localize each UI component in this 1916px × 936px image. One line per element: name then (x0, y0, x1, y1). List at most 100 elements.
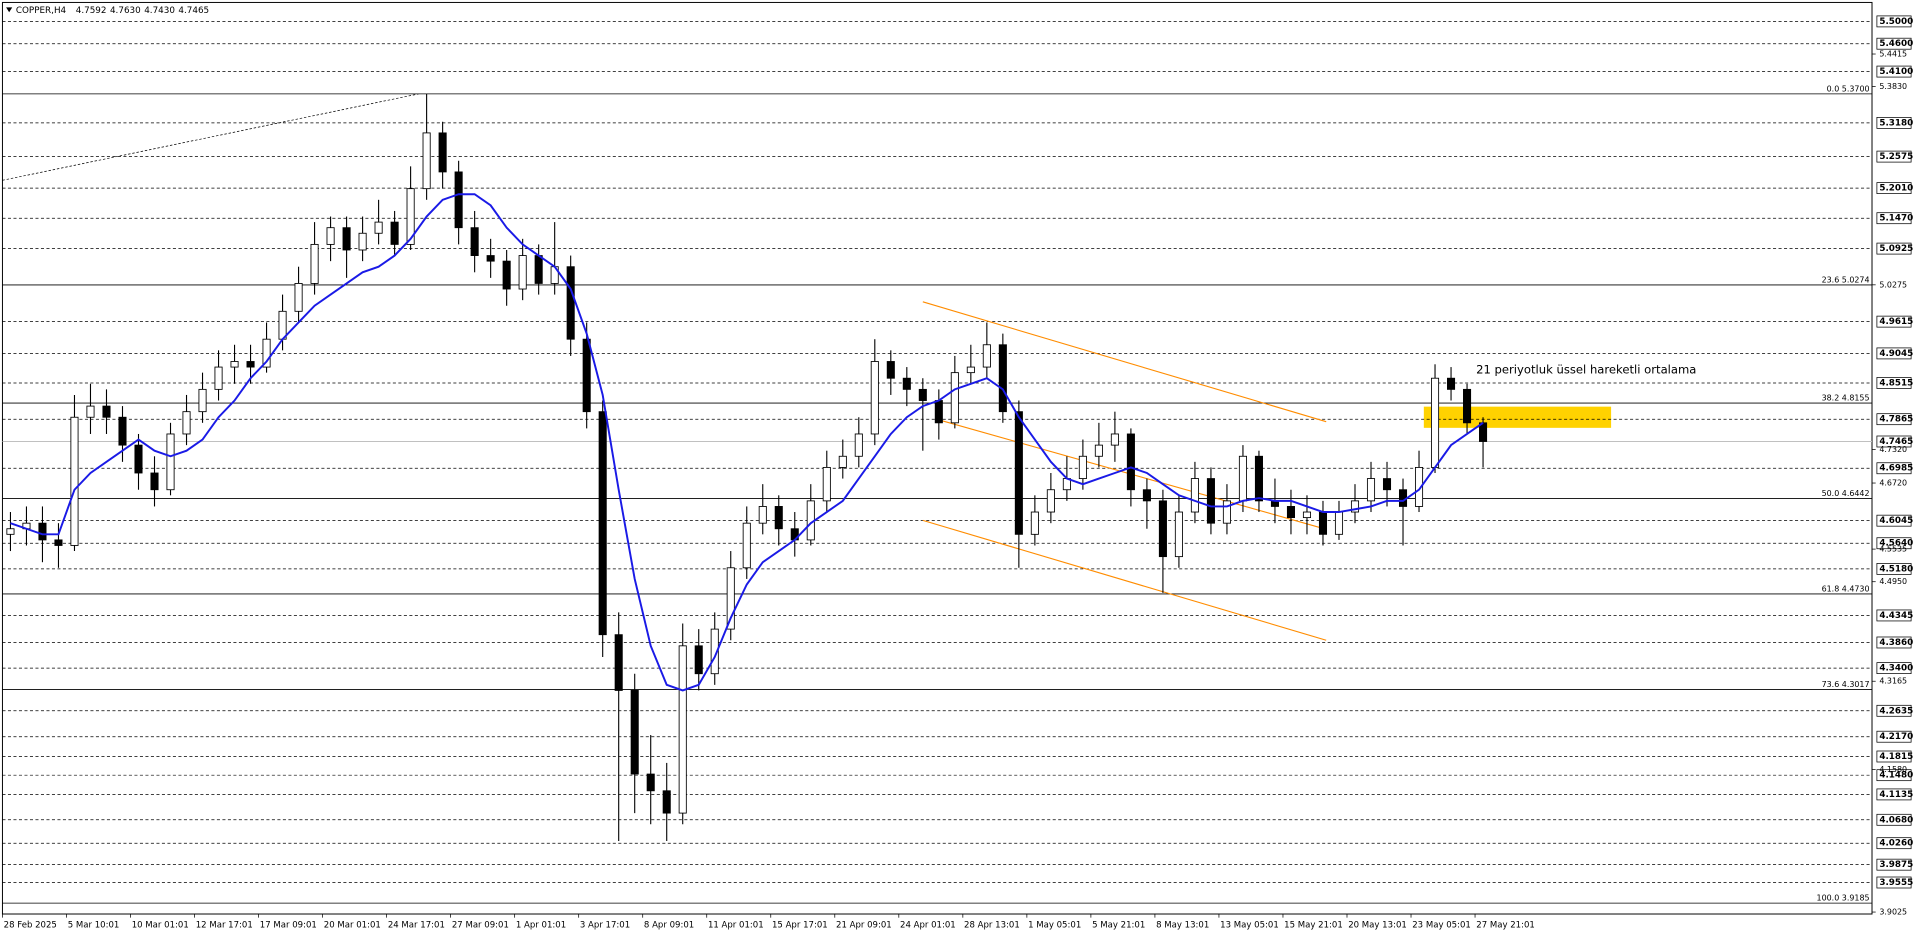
level-label: 4.9615 (1879, 317, 1913, 327)
y-tick-label: 4.5535 (1879, 545, 1907, 554)
annotation: 21 periyotluk üssel hareketli ortalama (1476, 363, 1696, 377)
price-label-box (1876, 435, 1912, 448)
level-label: 5.4100 (1879, 67, 1913, 77)
x-tick-label: 20 Mar 01:01 (324, 921, 381, 931)
level-label: 4.1135 (1879, 790, 1913, 800)
x-tick-label: 23 May 05:01 (1412, 921, 1471, 931)
candle-body (1222, 500, 1231, 524)
candle-body (1126, 433, 1135, 491)
level-label: 4.5180 (1879, 564, 1913, 574)
candle-body (390, 221, 399, 245)
candle-body (582, 338, 591, 413)
candle-body (518, 255, 527, 290)
candle-body (534, 255, 543, 284)
candle-body (918, 388, 927, 401)
candle-body (118, 416, 127, 446)
candle-body (214, 366, 223, 390)
candle-body (150, 472, 159, 491)
level-label-box (1876, 750, 1912, 763)
candle-body (470, 227, 479, 256)
candle-body (742, 522, 751, 569)
level-label: 4.1815 (1879, 752, 1913, 762)
candle-body (294, 283, 303, 312)
fib-label: 0.0 5.3700 (1827, 84, 1870, 93)
candle-body (422, 132, 431, 190)
candle-body (822, 466, 831, 502)
candle-body (1334, 511, 1344, 535)
candle-body (166, 433, 175, 491)
candle-body (1046, 489, 1055, 513)
x-tick-label: 24 Mar 17:01 (388, 921, 445, 931)
candle-body (134, 444, 143, 474)
fib-label: 61.8 4.4730 (1822, 585, 1870, 594)
x-tick-label: 27 Mar 09:01 (452, 921, 509, 931)
candle-body (982, 344, 991, 368)
level-label-box (1876, 212, 1912, 225)
candle-body (870, 361, 879, 435)
candle-body (854, 433, 863, 457)
candle-body (1447, 377, 1456, 390)
trendline (922, 519, 1327, 641)
candle-body (614, 634, 623, 691)
candle-body (198, 388, 207, 413)
fib-label: 100.0 3.9185 (1817, 894, 1870, 903)
level-label-box (1876, 662, 1912, 674)
level-label: 4.4345 (1879, 611, 1913, 621)
x-tick-label: 17 Mar 09:01 (260, 921, 317, 931)
level-label: 5.1470 (1879, 214, 1913, 224)
x-tick-label: 20 May 13:01 (1348, 921, 1407, 931)
x-tick-label: 1 May 05:01 (1028, 921, 1081, 931)
ema-line (10, 193, 1484, 692)
level-label-box (1876, 837, 1912, 850)
candle-body (374, 221, 383, 234)
level-label: 4.0260 (1879, 839, 1913, 849)
candle-body (1078, 455, 1087, 480)
candle-body (6, 528, 15, 535)
y-tick-label: 4.7320 (1879, 445, 1907, 454)
x-tick-label: 5 Mar 10:01 (68, 921, 120, 931)
candle-body (758, 506, 767, 524)
candle-body (1110, 433, 1119, 446)
candle-body (1238, 455, 1247, 502)
x-tick-label: 24 Apr 01:01 (900, 921, 956, 931)
candle-body (1190, 478, 1199, 513)
level-label-box (1876, 730, 1912, 743)
level-label-box (1876, 813, 1912, 826)
candle-body (438, 132, 447, 173)
candle-body (1094, 444, 1103, 457)
candle-body (38, 522, 47, 541)
candle-body (1430, 377, 1440, 468)
level-label-box (1876, 704, 1912, 717)
fib-label: 50.0 4.6442 (1822, 489, 1870, 498)
y-tick-label: 5.0275 (1879, 280, 1907, 289)
x-tick-label: 12 Mar 17:01 (196, 921, 253, 931)
candle-body (310, 243, 319, 284)
candle-body (1174, 511, 1183, 558)
candle-body (1206, 478, 1215, 524)
level-label-box (1876, 150, 1912, 163)
candle-body (678, 645, 687, 814)
candle-body (1350, 500, 1360, 513)
candle-body (246, 361, 255, 368)
level-label: 4.8515 (1879, 378, 1913, 388)
level-label-box (1876, 788, 1912, 801)
x-tick-label: 8 Apr 09:01 (644, 921, 694, 931)
level-label: 5.0925 (1879, 244, 1913, 254)
candle-body (342, 227, 351, 251)
candle-body (326, 227, 335, 245)
level-label: 4.3400 (1879, 664, 1913, 674)
level-label: 4.6985 (1879, 464, 1913, 474)
menu-arrow[interactable] (6, 7, 13, 13)
level-label: 4.3860 (1879, 638, 1913, 648)
level-label: 5.4600 (1879, 39, 1913, 49)
candle-body (1286, 506, 1295, 519)
y-tick-label: 4.1580 (1879, 765, 1907, 774)
level-label: 4.7865 (1879, 415, 1913, 425)
candle-body (598, 411, 607, 636)
candle-body (406, 188, 415, 245)
level-label-box (1876, 37, 1912, 50)
price-label: 4.7465 (1879, 437, 1913, 447)
level-label: 4.1480 (1879, 771, 1913, 781)
